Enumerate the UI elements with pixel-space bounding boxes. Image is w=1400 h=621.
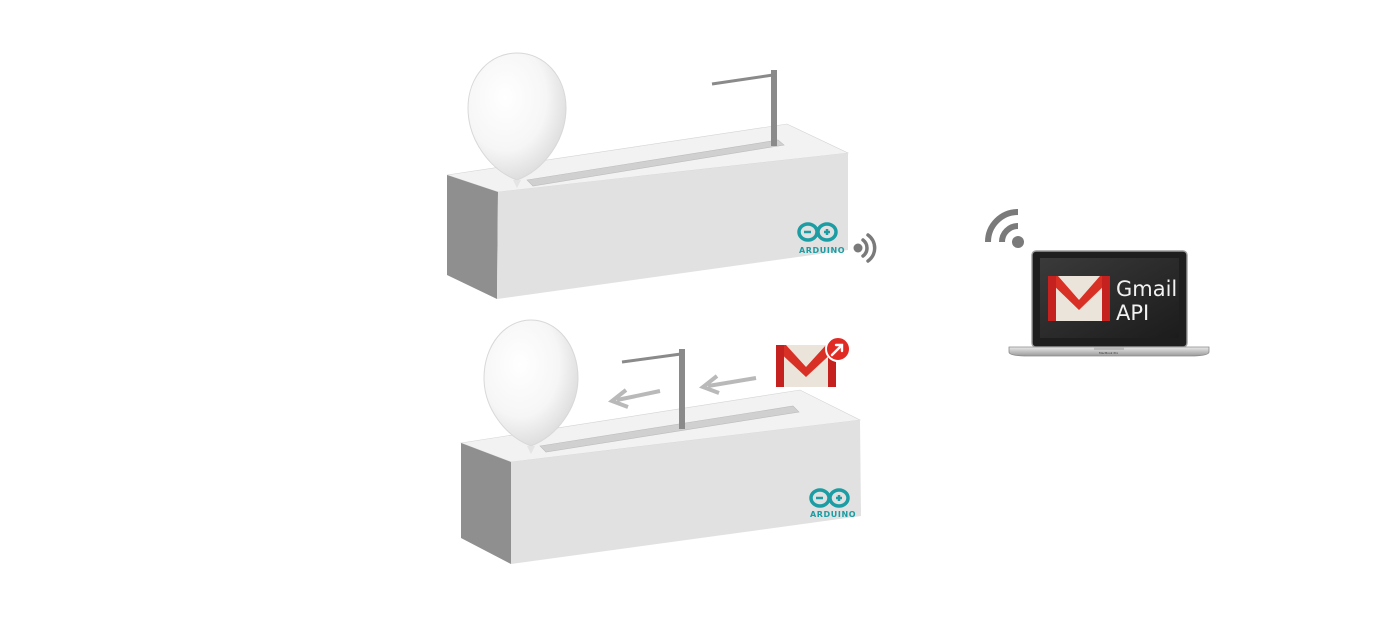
arduino-logo-icon: ARDUINO — [809, 488, 856, 519]
screen-title: Gmail — [1116, 277, 1177, 301]
arrow-left-icon — [607, 388, 661, 409]
screen-subtitle: API — [1116, 301, 1149, 325]
needle-arm — [711, 73, 774, 86]
arduino-label: ARDUINO — [799, 246, 845, 255]
laptop-brand: MacBook Pro — [1099, 351, 1118, 355]
needle-slot — [526, 139, 785, 187]
arrow-left-icon — [698, 374, 757, 395]
needle-post — [679, 349, 685, 429]
wifi-icon — [985, 209, 1024, 248]
balloon-top — [467, 52, 567, 188]
box-side-face — [447, 175, 498, 299]
box-front-face — [511, 420, 861, 564]
arduino-logo-icon: ARDUINO — [797, 222, 845, 255]
needle-slot — [539, 405, 800, 453]
device-top: ARDUINO — [446, 52, 877, 299]
needle-arm — [621, 352, 682, 364]
box-side-face — [461, 443, 511, 564]
box-front-face — [497, 153, 848, 299]
wireless-signal-icon — [853, 233, 877, 263]
laptop-notch — [1094, 347, 1124, 350]
laptop-base — [1008, 346, 1210, 357]
laptop: Gmail API MacBook Pro — [985, 209, 1210, 357]
gmail-logo-icon — [1048, 276, 1110, 321]
balloon-bottom — [483, 319, 579, 454]
arduino-label: ARDUINO — [810, 510, 856, 519]
gmail-new-mail-icon — [776, 336, 851, 387]
device-bottom: ARDUINO — [459, 319, 862, 564]
needle-post — [771, 70, 777, 146]
